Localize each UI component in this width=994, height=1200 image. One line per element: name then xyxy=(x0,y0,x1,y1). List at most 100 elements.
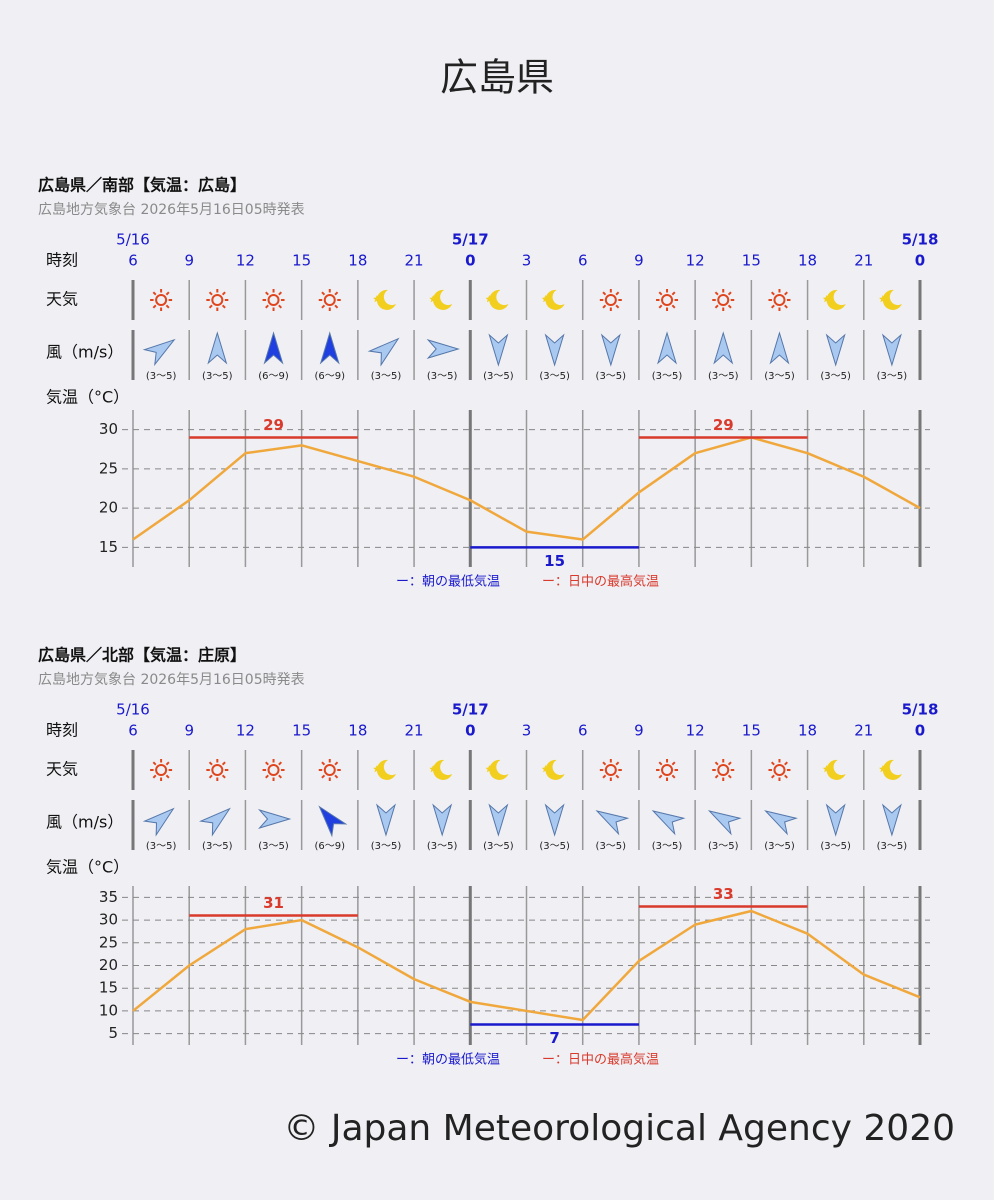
wind-arrow xyxy=(764,810,798,836)
weather-icon xyxy=(429,759,453,780)
wind-arrow xyxy=(881,333,902,367)
wind-speed: (6～9) xyxy=(314,841,345,852)
hour-label: 18 xyxy=(348,722,367,740)
sun-ray xyxy=(770,291,775,296)
sun-ray xyxy=(602,761,607,766)
wind-arrow xyxy=(142,807,175,837)
sun-ray xyxy=(770,761,775,766)
wind-speed: (3～5) xyxy=(708,841,739,852)
weather-icon xyxy=(712,759,735,781)
wind-arrow xyxy=(488,333,509,367)
sun-ray xyxy=(221,774,226,779)
wind-arrow xyxy=(318,805,348,838)
row-label: 天気 xyxy=(46,290,78,309)
sun-ray xyxy=(152,291,157,296)
weather-icon xyxy=(485,289,509,310)
sun-ray xyxy=(152,304,157,309)
sun-ray xyxy=(658,761,663,766)
sun-ray xyxy=(165,761,170,766)
sun-ray xyxy=(784,774,788,779)
copyright: © Japan Meteorological Agency 2020 xyxy=(283,1108,955,1149)
hour-label: 15 xyxy=(742,722,761,740)
hour-label: 9 xyxy=(184,722,194,740)
panel-title: 広島県／南部【気温：広島】 xyxy=(38,176,246,195)
sun-disc xyxy=(155,294,168,306)
sun-ray xyxy=(602,304,607,309)
sun-ray xyxy=(321,304,326,309)
legend-entry: ー：朝の最低気温 xyxy=(396,574,500,590)
hour-label: 0 xyxy=(465,722,475,740)
weather-icon xyxy=(429,289,453,310)
sun-ray xyxy=(784,761,788,766)
wind-arrow-shape xyxy=(544,803,565,837)
sun-ray xyxy=(727,774,732,779)
y-tick-label: 25 xyxy=(99,933,118,951)
hour-label: 9 xyxy=(634,252,644,270)
weather-icon xyxy=(656,289,679,311)
sun-ray xyxy=(602,291,607,296)
sun-disc xyxy=(604,294,617,306)
wind-speed: (3～5) xyxy=(427,371,458,382)
wind-speed: (3～5) xyxy=(596,841,627,852)
sun-disc xyxy=(211,294,224,306)
wind-speed: (3～5) xyxy=(539,841,570,852)
wind-arrow xyxy=(713,331,734,365)
sun-ray xyxy=(671,761,676,766)
wind-arrow xyxy=(432,803,453,837)
moon xyxy=(545,289,565,310)
wind-arrow xyxy=(825,333,846,367)
hour-label: 0 xyxy=(465,252,475,270)
hour-label: 3 xyxy=(522,252,532,270)
sun-ray xyxy=(334,761,339,766)
hour-label: 18 xyxy=(798,722,817,740)
sun-ray xyxy=(658,291,663,296)
wind-speed: (3～5) xyxy=(652,371,683,382)
weather-icon xyxy=(656,759,679,781)
moon xyxy=(882,289,902,310)
sun-ray xyxy=(615,761,620,766)
weather-icon xyxy=(206,759,229,781)
legend-entry: ー：日中の最高気温 xyxy=(542,574,659,590)
sun-ray xyxy=(615,774,620,779)
sun-ray xyxy=(334,291,339,296)
sun-disc xyxy=(267,294,280,306)
wind-arrow xyxy=(319,331,340,365)
star xyxy=(429,765,437,773)
star xyxy=(822,765,831,773)
sun-disc xyxy=(773,294,786,306)
wind-speed: (3～5) xyxy=(202,371,233,382)
legend-entry: ー：日中の最高気温 xyxy=(542,1052,659,1068)
wind-speed: (3～5) xyxy=(877,371,908,382)
weather-icon xyxy=(712,289,735,311)
wind-arrow-shape xyxy=(426,339,460,359)
sun-disc xyxy=(661,294,674,306)
wind-speed: (3～5) xyxy=(146,841,177,852)
y-tick-label: 30 xyxy=(99,911,118,929)
sun-ray xyxy=(265,304,269,309)
wind-speed: (3～5) xyxy=(764,371,795,382)
hour-label: 6 xyxy=(578,722,588,740)
sun-disc xyxy=(717,294,730,306)
sun-ray xyxy=(278,304,283,309)
weather-icon xyxy=(206,289,229,311)
star xyxy=(541,765,550,773)
highs-label: 29 xyxy=(713,416,734,434)
wind-speed: (6～9) xyxy=(258,371,289,382)
weather-icon xyxy=(373,759,396,780)
sun-ray xyxy=(671,304,676,309)
hour-label: 0 xyxy=(915,252,925,270)
wind-arrow xyxy=(207,331,228,365)
row-label: 気温（°C） xyxy=(46,388,129,407)
sun-ray xyxy=(165,291,170,296)
wind-arrow xyxy=(600,333,621,367)
weather-icon xyxy=(262,289,285,311)
sun-ray xyxy=(208,774,213,779)
weather-icon xyxy=(373,289,396,310)
moon xyxy=(489,289,509,310)
wind-speed: (3～5) xyxy=(146,371,177,382)
sun-ray xyxy=(334,774,339,779)
sun-ray xyxy=(784,304,788,309)
